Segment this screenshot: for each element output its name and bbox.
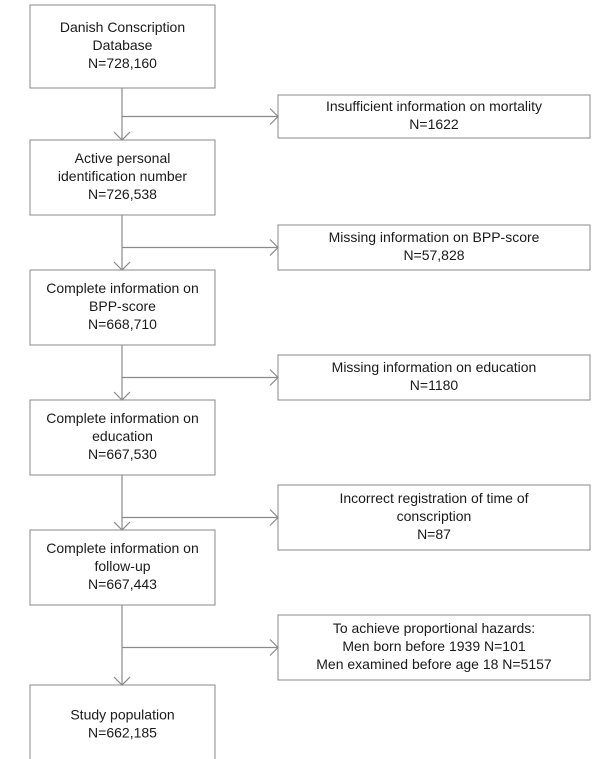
step-box-text: follow-up — [94, 558, 150, 574]
step-box-text: identification number — [58, 168, 188, 184]
arrow-head — [269, 509, 279, 526]
step-box-text: Database — [93, 37, 153, 53]
step-box-text: Complete information on — [46, 280, 199, 296]
exclusion-box-text: Missing information on education — [332, 359, 537, 375]
exclusion-box-text: Missing information on BPP-score — [329, 229, 540, 245]
exclusion-box-text: N=1622 — [409, 116, 459, 132]
step-box-text: N=668,710 — [88, 316, 157, 332]
step-box-text: Complete information on — [46, 540, 199, 556]
step-box — [29, 399, 216, 476]
step-box-text: N=726,538 — [88, 186, 157, 202]
arrow-head — [269, 239, 279, 256]
step-box — [29, 684, 216, 759]
exclusion-box-text: Insufficient information on mortality — [326, 98, 542, 114]
step-box-text: N=667,530 — [88, 446, 157, 462]
step-box — [29, 529, 216, 606]
exclusion-box — [277, 484, 591, 551]
exclusion-box-text: Incorrect registration of time of — [339, 490, 528, 506]
step-box-text: Complete information on — [46, 410, 199, 426]
exclusion-box-text: Men examined before age 18 N=5157 — [316, 656, 552, 672]
step-box — [29, 139, 216, 216]
arrow-head — [113, 131, 131, 141]
arrow-head — [113, 261, 131, 271]
exclusion-box-text: N=87 — [417, 526, 451, 542]
step-box-text: N=662,185 — [88, 725, 157, 741]
exclusion-box-text: N=57,828 — [403, 247, 464, 263]
arrow-head — [269, 108, 279, 125]
arrow-head — [113, 676, 131, 686]
arrow-head — [113, 521, 131, 531]
exclusion-box — [277, 614, 591, 681]
step-box-text: BPP-score — [89, 298, 156, 314]
exclusion-box-text: conscription — [397, 508, 472, 524]
step-box-text: education — [92, 428, 153, 444]
exclusion-box — [277, 354, 591, 401]
exclusion-box-text: To achieve proportional hazards: — [333, 620, 535, 636]
arrow-head — [269, 639, 279, 656]
arrow-head — [113, 391, 131, 401]
step-box-text: N=728,160 — [88, 55, 157, 71]
exclusion-box-text: N=1180 — [410, 377, 459, 393]
step-box-text: Active personal — [75, 150, 171, 166]
exclusion-box-text: Men born before 1939 N=101 — [342, 638, 526, 654]
arrow-head — [269, 369, 279, 386]
step-box-text: Study population — [70, 707, 174, 723]
step-box-text: N=667,443 — [88, 576, 157, 592]
step-box-text: Danish Conscription — [60, 19, 185, 35]
step-box — [29, 4, 216, 89]
exclusion-box — [277, 224, 591, 271]
